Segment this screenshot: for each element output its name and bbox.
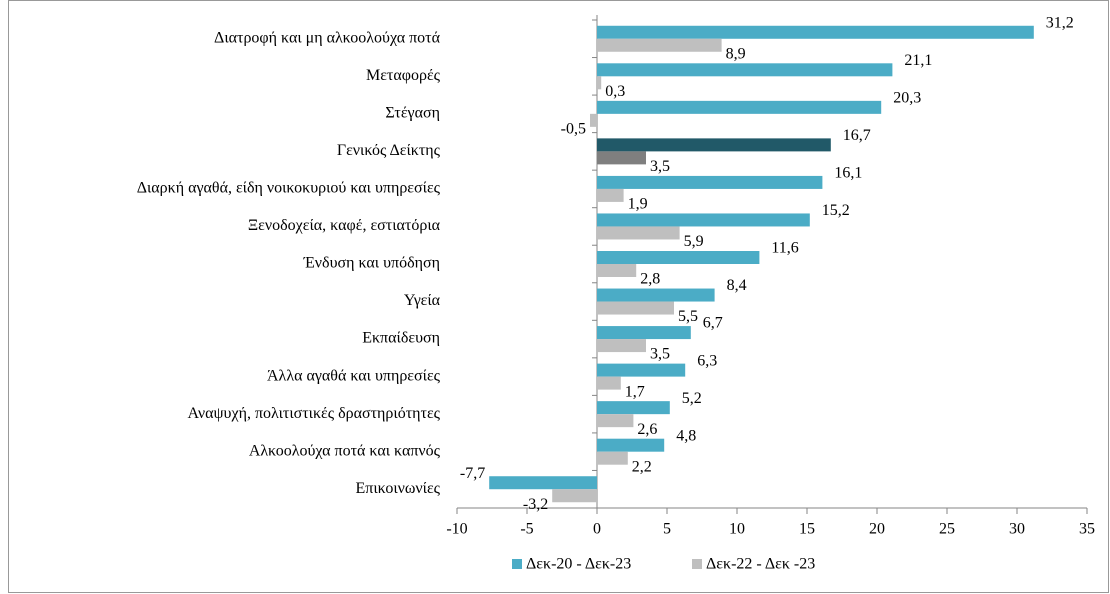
value-label: 16,7 [843, 127, 871, 144]
value-label: 5,2 [682, 390, 702, 407]
value-label: 5,5 [678, 308, 698, 325]
legend-label: Δεκ-22 - Δεκ -23 [706, 556, 815, 573]
value-label: 16,1 [834, 165, 862, 182]
value-label: -7,7 [460, 465, 485, 482]
bar [597, 264, 637, 277]
bar [597, 301, 674, 315]
bar [597, 38, 722, 52]
value-label: 3,5 [650, 346, 670, 363]
bar [597, 339, 646, 353]
bar [590, 113, 597, 127]
x-tick-label: 25 [939, 521, 955, 538]
bar [597, 363, 686, 377]
bar [597, 76, 602, 90]
y-tick-label: Αλκοολούχα ποτά και καπνός [249, 442, 441, 459]
value-label: 21,1 [904, 52, 932, 69]
x-tick-label: 30 [1009, 521, 1025, 538]
value-label: 2,6 [637, 421, 657, 438]
bar [597, 25, 1034, 39]
y-tick-label: Άλλα αγαθά και υπηρεσίες [267, 367, 441, 384]
value-label: 3,5 [650, 158, 670, 175]
value-label: 6,3 [697, 352, 717, 369]
bar [489, 476, 597, 490]
bar [552, 489, 597, 503]
y-tick-label: Διαρκή αγαθά, είδη νοικοκυριού και υπηρε… [137, 180, 441, 197]
value-label: 6,7 [703, 315, 723, 332]
bar [597, 326, 691, 340]
legend-swatch [512, 559, 522, 569]
bar [597, 151, 646, 165]
x-tick-label: 20 [869, 521, 885, 538]
y-tick-label: Ξενοδοχεία, καφέ, εστιατόρια [248, 217, 441, 234]
y-tick-label: Αναψυχή, πολιτιστικές δραστηριότητες [188, 405, 441, 422]
bar [597, 376, 621, 390]
y-tick-label: Εκπαίδευση [362, 330, 440, 347]
x-tick-label: 5 [663, 521, 671, 538]
legend-label: Δεκ-20 - Δεκ-23 [526, 556, 631, 573]
value-label: 5,9 [684, 233, 704, 250]
x-tick-label: 10 [729, 521, 745, 538]
y-tick-label: Υγεία [404, 292, 441, 309]
bar [597, 451, 628, 465]
bar [597, 175, 823, 189]
value-label: 8,4 [727, 277, 747, 294]
bar [597, 138, 831, 152]
value-label: 8,9 [726, 45, 746, 62]
value-label: 31,2 [1046, 14, 1074, 31]
bar [597, 251, 760, 264]
chart-border [8, 0, 1109, 593]
bar [597, 100, 882, 114]
value-label: 2,8 [640, 271, 660, 288]
value-label: 4,8 [676, 427, 696, 444]
bar [597, 288, 715, 302]
value-label: 1,9 [628, 196, 648, 213]
value-label: 15,2 [822, 202, 850, 219]
value-label: 2,2 [632, 458, 652, 475]
value-label: 1,7 [625, 383, 645, 400]
value-label: 20,3 [893, 90, 921, 107]
y-tick-label: Διατροφή και μη αλκοολούχα ποτά [214, 29, 441, 46]
bar [597, 63, 893, 77]
bar [597, 213, 810, 227]
bar [597, 401, 670, 415]
x-tick-label: -10 [446, 521, 467, 538]
x-tick-label: 0 [593, 521, 601, 538]
value-label: 11,6 [771, 240, 798, 257]
y-tick-label: Γενικός Δείκτης [337, 142, 441, 159]
bar [597, 414, 634, 428]
value-label: -3,2 [523, 496, 548, 513]
x-tick-label: 15 [799, 521, 815, 538]
x-tick-label: -5 [520, 521, 533, 538]
y-tick-label: Ένδυση και υπόδηση [303, 255, 440, 272]
y-tick-label: Στέγαση [385, 105, 440, 122]
y-tick-label: Μεταφορές [366, 67, 441, 84]
bar [597, 188, 624, 202]
bar [597, 438, 665, 452]
value-label: -0,5 [561, 121, 586, 138]
bar [597, 226, 680, 240]
x-tick-label: 35 [1079, 521, 1095, 538]
value-label: 0,3 [605, 83, 625, 100]
y-tick-label: Επικοινωνίες [355, 480, 440, 497]
legend-swatch [692, 559, 702, 569]
